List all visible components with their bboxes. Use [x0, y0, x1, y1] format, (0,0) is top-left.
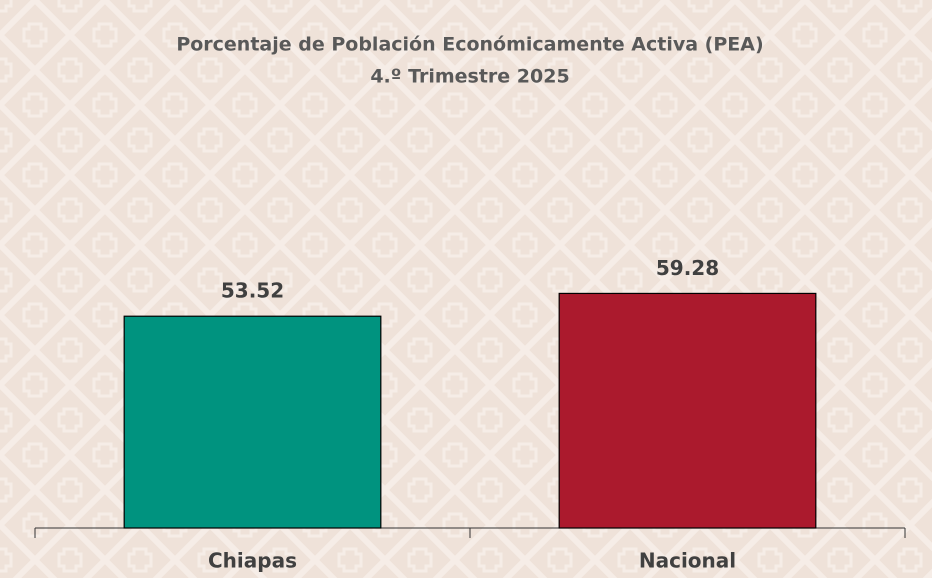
data-label: 59.28 — [656, 256, 719, 280]
chart-subtitle: 4.º Trimestre 2025 — [370, 66, 569, 88]
bar — [123, 315, 382, 529]
x-tick-label: Chiapas — [208, 549, 297, 573]
x-tick-label: Nacional — [639, 549, 736, 573]
bar — [558, 292, 817, 529]
chart-title: Porcentaje de Población Económicamente A… — [176, 34, 763, 56]
data-label: 53.52 — [221, 279, 284, 303]
